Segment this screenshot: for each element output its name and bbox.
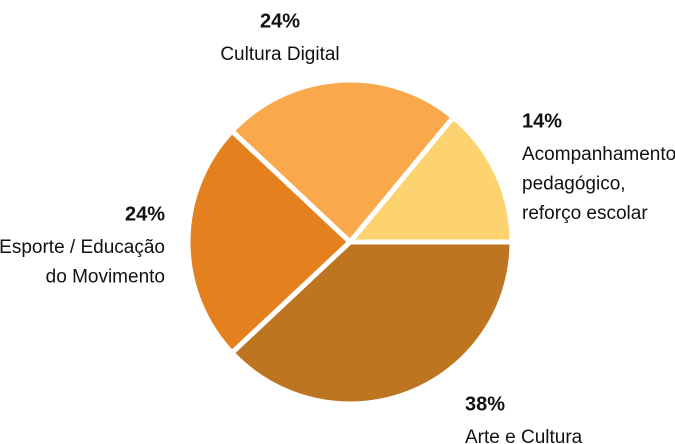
category-label: Cultura Digital <box>220 44 339 65</box>
category-label: reforço escolar <box>522 203 648 224</box>
value-label: 24% <box>260 10 300 32</box>
value-label: 14% <box>522 110 562 132</box>
category-label: Acompanhamento <box>522 144 675 165</box>
value-label: 24% <box>125 203 165 225</box>
category-label: Esporte / Educação <box>0 237 165 258</box>
category-label: do Movimento <box>46 267 165 288</box>
pie-slice <box>347 114 515 245</box>
pie-slice <box>229 239 515 407</box>
category-label: pedagógico, <box>522 174 626 195</box>
pie-slice <box>185 128 353 356</box>
pie-slice <box>229 77 456 245</box>
value-label: 38% <box>465 393 505 415</box>
category-label: Arte e Cultura <box>465 427 583 444</box>
